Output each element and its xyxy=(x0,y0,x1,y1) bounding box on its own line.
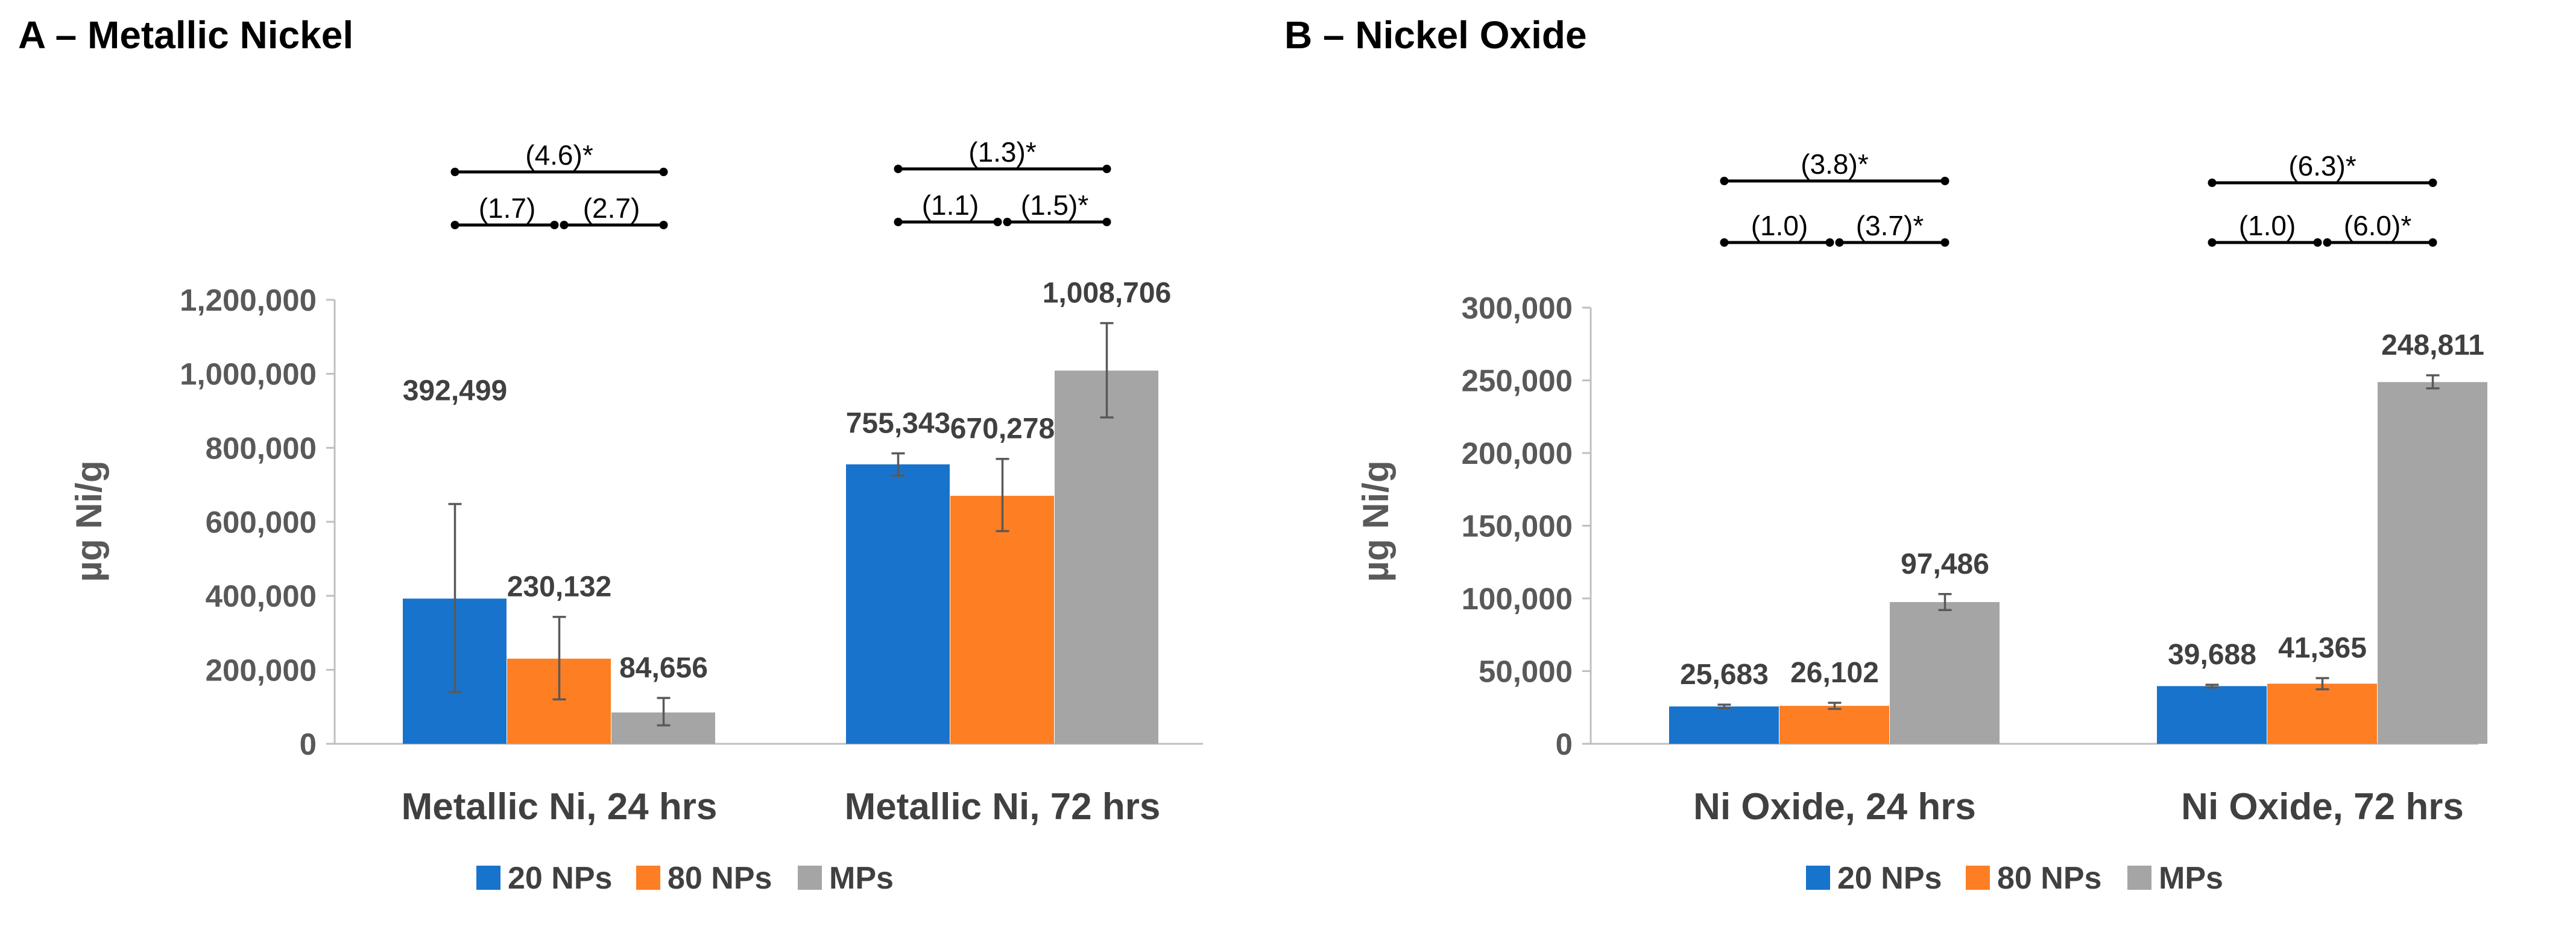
comparison-dot xyxy=(2208,238,2217,247)
bar-80-nps-24h xyxy=(1779,706,1889,744)
comparison-dot xyxy=(1102,218,1111,226)
y-tick-label: 600,000 xyxy=(206,505,317,539)
y-tick-label: 800,000 xyxy=(206,431,317,465)
comparison-dot xyxy=(659,168,668,176)
y-tick-label: 200,000 xyxy=(206,653,317,687)
comparison-ratio-right: (2.7) xyxy=(583,192,640,224)
bar-mps-24h xyxy=(1890,602,2000,744)
bar-mps-72h xyxy=(1055,370,1158,744)
data-label: 755,343 xyxy=(846,408,951,440)
legend-label-mps: MPs xyxy=(2159,861,2223,896)
comparison-dot xyxy=(1102,165,1111,173)
comparison-ratio-overall: (3.8)* xyxy=(1801,148,1869,180)
bar-20-nps-72h xyxy=(846,464,950,744)
comparison-ratio-left: (1.7) xyxy=(479,192,536,224)
comparison-ratio-left: (1.1) xyxy=(922,189,979,221)
comparison-dot xyxy=(560,221,569,229)
bar-20-nps-72h xyxy=(2157,686,2267,744)
data-label: 670,278 xyxy=(950,413,1055,445)
legend-label-20-nps: 20 NPs xyxy=(508,861,612,896)
comparison-dot xyxy=(1720,238,1729,247)
panel-title: A – Metallic Nickel xyxy=(18,13,353,57)
data-label: 41,365 xyxy=(2278,632,2367,664)
legend-swatch-80-nps xyxy=(636,866,660,890)
panel-a-metallic-nickel: A – Metallic Nickel 0 200,000 400,000 600,00… xyxy=(18,13,1203,896)
y-tick-label: 300,000 xyxy=(1462,291,1573,325)
x-category-label: Metallic Ni, 24 hrs xyxy=(402,786,718,828)
data-label: 39,688 xyxy=(2168,639,2256,671)
y-axis-label: µg Ni/g xyxy=(69,460,109,582)
comparison-dot xyxy=(2323,238,2332,247)
comparison-dot xyxy=(894,165,903,173)
x-category-label: Ni Oxide, 24 hrs xyxy=(1693,786,1976,828)
bar-mps-72h xyxy=(2378,382,2487,744)
y-tick-label: 1,200,000 xyxy=(180,283,317,317)
comparison-dot xyxy=(2208,179,2217,187)
comparison-dot xyxy=(1825,238,1834,247)
data-label: 248,811 xyxy=(2381,329,2484,361)
comparison-ratio-left: (1.0) xyxy=(1751,210,1808,241)
comparison-ratio-overall: (4.6)* xyxy=(525,139,593,171)
data-label: 392,499 xyxy=(403,375,508,407)
legend-label-80-nps: 80 NPs xyxy=(1997,861,2101,896)
y-tick-label: 250,000 xyxy=(1462,364,1573,398)
data-label: 97,486 xyxy=(1901,548,1989,580)
comparison-dot xyxy=(1940,177,1949,185)
comparison-dot xyxy=(1940,238,1949,247)
bar-80-nps-72h xyxy=(2267,683,2377,744)
comparison-dot xyxy=(2428,179,2437,187)
panel-b-nickel-oxide: B – Nickel Oxide 0 50,000 100,000 150,000 200… xyxy=(1284,13,2487,896)
legend-swatch-20-nps xyxy=(1806,866,1830,890)
data-label: 230,132 xyxy=(507,571,612,603)
comparison-dot xyxy=(2313,238,2322,247)
comparison-dot xyxy=(450,221,459,229)
legend-swatch-20-nps xyxy=(476,866,500,890)
comparison-ratio-right: (3.7)* xyxy=(1856,210,1924,241)
comparison-dot xyxy=(894,218,903,226)
y-tick-label: 0 xyxy=(300,727,317,761)
comparison-dot xyxy=(550,221,559,229)
comparison-ratio-overall: (6.3)* xyxy=(2288,150,2357,182)
x-category-label: Metallic Ni, 72 hrs xyxy=(845,786,1161,828)
legend-label-80-nps: 80 NPs xyxy=(668,861,772,896)
y-tick-label: 100,000 xyxy=(1462,582,1573,616)
x-category-label: Ni Oxide, 72 hrs xyxy=(2181,786,2464,828)
bar-80-nps-72h xyxy=(950,495,1054,744)
legend-swatch-mps xyxy=(2127,866,2151,890)
legend-label-20-nps: 20 NPs xyxy=(1837,861,1942,896)
legend-swatch-80-nps xyxy=(1966,866,1990,890)
panel-title: B – Nickel Oxide xyxy=(1284,13,1587,57)
comparison-dot xyxy=(659,221,668,229)
y-tick-label: 0 xyxy=(1556,727,1573,761)
y-tick-label: 50,000 xyxy=(1479,655,1573,689)
comparison-dot xyxy=(2428,238,2437,247)
comparison-dot xyxy=(1835,238,1844,247)
y-tick-label: 400,000 xyxy=(206,579,317,614)
y-tick-label: 1,000,000 xyxy=(180,357,317,392)
comparison-ratio-right: (1.5)* xyxy=(1021,189,1089,221)
data-label: 1,008,706 xyxy=(1043,277,1172,309)
data-label: 25,683 xyxy=(1680,659,1769,691)
data-label: 84,656 xyxy=(619,652,708,684)
legend-swatch-mps xyxy=(798,866,822,890)
y-axis-label: µg Ni/g xyxy=(1356,460,1396,582)
comparison-dot xyxy=(1720,177,1729,185)
y-tick-label: 150,000 xyxy=(1462,509,1573,544)
comparison-dot xyxy=(993,218,1002,226)
comparison-dot xyxy=(1003,218,1012,226)
comparison-ratio-overall: (1.3)* xyxy=(968,136,1037,168)
y-tick-label: 200,000 xyxy=(1462,436,1573,471)
legend-label-mps: MPs xyxy=(829,861,894,896)
comparison-ratio-left: (1.0) xyxy=(2239,210,2296,241)
data-label: 26,102 xyxy=(1790,657,1879,689)
comparison-ratio-right: (6.0)* xyxy=(2344,210,2412,241)
bar-20-nps-24h xyxy=(1669,706,1779,744)
comparison-dot xyxy=(450,168,459,176)
